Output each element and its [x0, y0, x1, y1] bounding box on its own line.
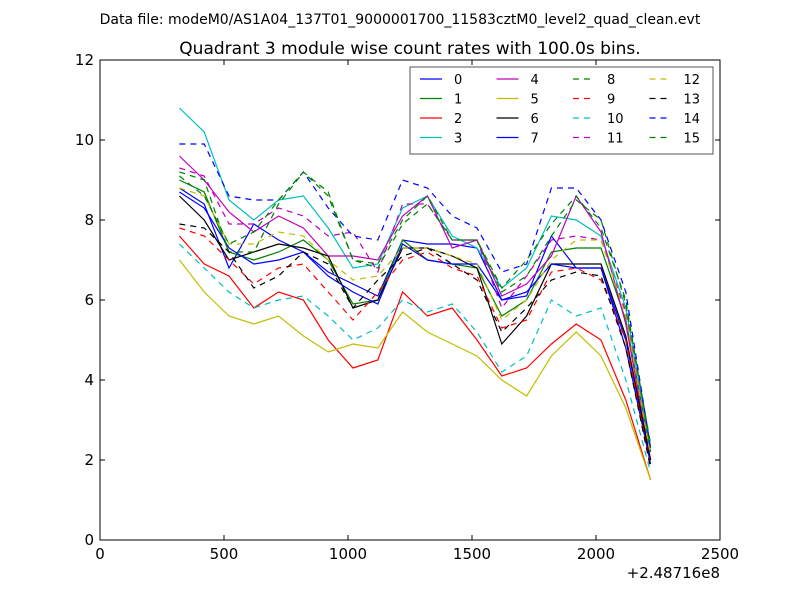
y-tick-label-0: 0: [84, 531, 94, 549]
x-tick-label-1000: 1000: [329, 545, 367, 563]
x-tick-label-2000: 2000: [577, 545, 615, 563]
legend-label-6: 6: [531, 112, 539, 127]
y-tick-label-8: 8: [84, 211, 94, 229]
x-tick-label-2500: 2500: [701, 545, 739, 563]
legend-label-12: 12: [684, 73, 701, 88]
y-tick-label-6: 6: [84, 291, 94, 309]
y-tick-label-4: 4: [84, 371, 94, 389]
y-tick-label-10: 10: [75, 131, 94, 149]
series-line-13: [179, 223, 652, 469]
legend-label-5: 5: [531, 93, 539, 108]
y-tick-label-2: 2: [84, 451, 94, 469]
legend-box: [409, 66, 714, 155]
chart-suptitle: Data file: modeM0/AS1A04_137T01_90000017…: [100, 12, 701, 28]
legend-label-2: 2: [454, 112, 462, 127]
series-line-5: [178, 259, 652, 481]
legend-label-4: 4: [531, 73, 539, 88]
legend-label-3: 3: [454, 132, 462, 147]
legend-label-1: 1: [454, 93, 462, 108]
legend-label-8: 8: [607, 73, 615, 88]
series-line-15: [179, 171, 652, 445]
series-line-8: [179, 171, 652, 449]
series-line-7: [179, 191, 652, 465]
series-line-2: [178, 235, 652, 481]
series-line-3: [178, 107, 652, 449]
x-tick-label-1500: 1500: [453, 545, 491, 563]
legend-label-11: 11: [607, 132, 624, 147]
legend-label-10: 10: [607, 112, 624, 127]
x-tick-label-500: 500: [210, 545, 239, 563]
y-tick-label-12: 12: [75, 51, 94, 69]
series-line-12: [179, 187, 652, 457]
x-tick-label-0: 0: [95, 545, 105, 563]
series-line-9: [179, 227, 652, 469]
chart-title: Quadrant 3 module wise count rates with …: [179, 39, 640, 59]
series-line-1: [179, 179, 652, 453]
legend-label-14: 14: [684, 112, 701, 127]
legend-label-0: 0: [454, 73, 462, 88]
series-line-14: [179, 143, 652, 449]
series-line-11: [179, 167, 652, 457]
legend-label-9: 9: [607, 93, 615, 108]
series-layer: [178, 107, 652, 481]
legend-label-7: 7: [531, 132, 539, 147]
legend-label-15: 15: [684, 132, 701, 147]
legend-label-13: 13: [684, 93, 701, 108]
series-line-10: [178, 243, 652, 473]
series-line-0: [179, 187, 652, 461]
x-offset-label: +2.48716e8: [627, 564, 720, 582]
